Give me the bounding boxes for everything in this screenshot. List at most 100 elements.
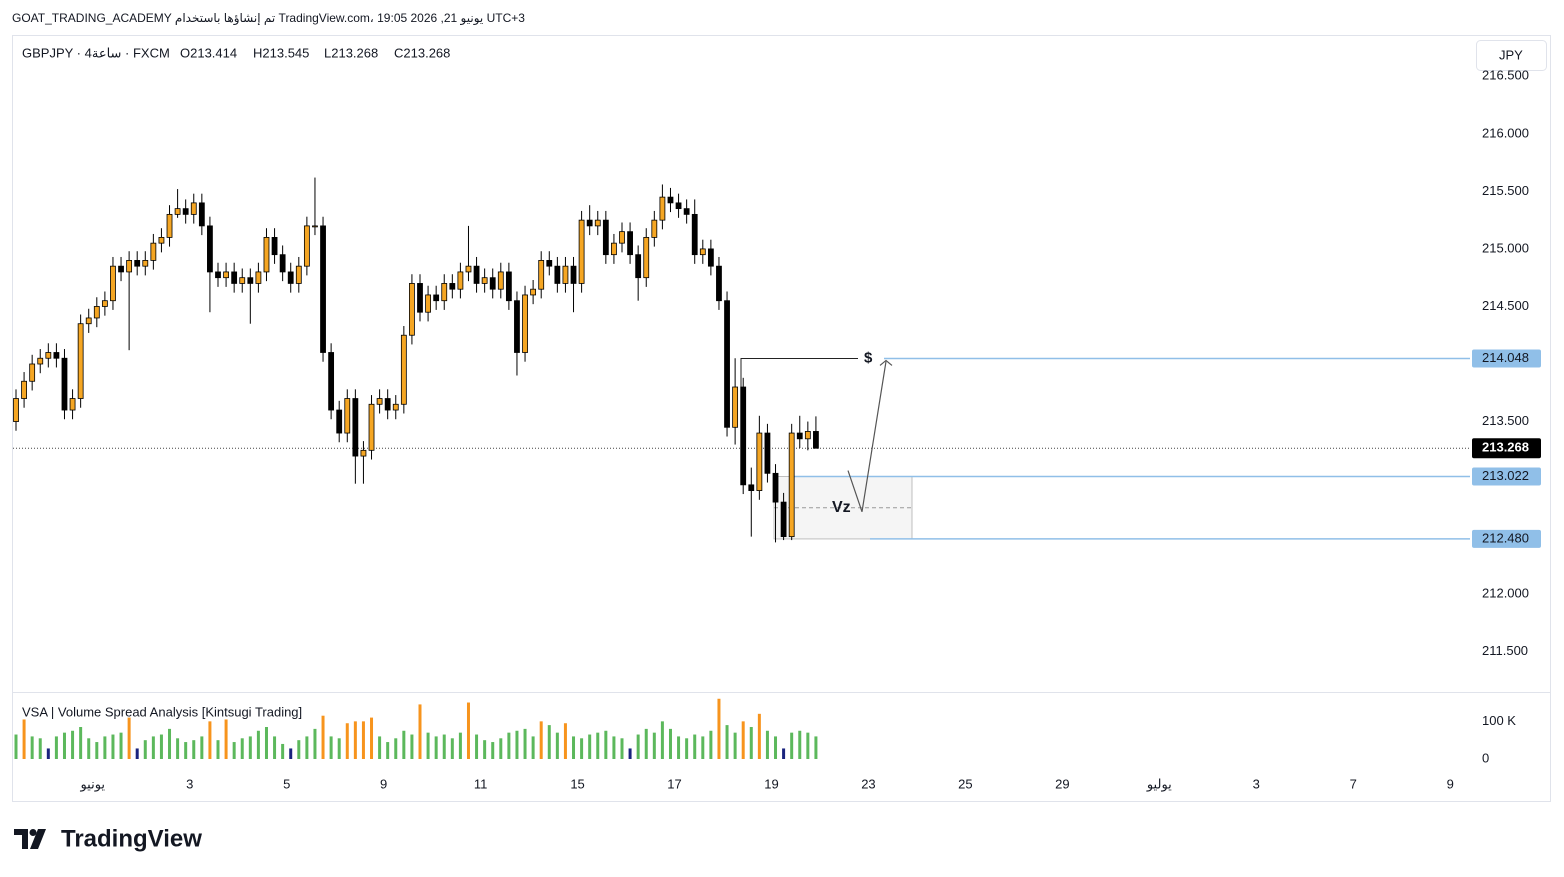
- candle-body: [465, 265, 472, 273]
- volume-bar: [483, 740, 487, 759]
- volume-bar: [361, 721, 365, 759]
- volume-bar: [580, 738, 584, 759]
- currency-button[interactable]: [1476, 40, 1547, 71]
- y-tick-label: 216.500: [1482, 68, 1529, 83]
- ohlc-close: C213.268: [394, 45, 450, 60]
- y-tick-label: 216.000: [1482, 125, 1529, 140]
- volume-tick-label: 0: [1482, 750, 1489, 765]
- candle-body: [190, 202, 197, 215]
- volume-bar: [709, 730, 713, 759]
- candle-body: [748, 484, 755, 491]
- volume-bar: [386, 742, 390, 759]
- candle-body: [643, 237, 650, 279]
- candle-body: [239, 277, 246, 284]
- candle-body: [336, 409, 343, 434]
- volume-bar: [693, 734, 697, 759]
- x-tick-label: 3: [1253, 776, 1260, 791]
- candle-body: [651, 219, 658, 238]
- candle-body: [29, 363, 36, 382]
- candle-body: [255, 271, 262, 284]
- volume-bar: [806, 732, 810, 759]
- volume-bar: [555, 732, 559, 759]
- volume-bar: [216, 740, 220, 759]
- volume-bar: [370, 717, 374, 759]
- candle-body: [433, 294, 440, 302]
- candle-body: [53, 352, 60, 359]
- x-tick-label: 25: [958, 776, 972, 791]
- volume-bar: [224, 719, 228, 759]
- candle-body: [384, 398, 391, 411]
- candle-body: [328, 352, 335, 411]
- candle-body: [37, 357, 44, 365]
- volume-bar: [281, 743, 285, 759]
- candle-body: [69, 398, 76, 411]
- volume-bar: [523, 728, 527, 759]
- volume-bar: [677, 736, 681, 759]
- volume-bar: [491, 742, 495, 759]
- candle-body: [699, 248, 706, 256]
- volume-bar: [127, 717, 131, 759]
- candle-body: [570, 265, 577, 284]
- volume-bar: [515, 730, 519, 759]
- volume-bar: [458, 732, 462, 759]
- candle-body: [392, 403, 399, 411]
- x-tick-label: 9: [380, 776, 387, 791]
- candle-body: [174, 208, 181, 215]
- volume-bar: [814, 736, 818, 759]
- volume-bar: [264, 727, 268, 759]
- volume-bar: [143, 740, 147, 759]
- candle-body: [223, 271, 229, 279]
- volume-bar: [87, 738, 91, 759]
- candle-body: [21, 380, 27, 399]
- volume-bar: [668, 728, 672, 759]
- x-tick-label: 3: [186, 776, 193, 791]
- candle-body: [45, 352, 52, 359]
- level-tag: [1472, 529, 1541, 548]
- candle-body: [683, 208, 690, 215]
- volume-bar: [644, 728, 648, 759]
- volume-bar: [14, 734, 18, 759]
- x-tick-label: 23: [861, 776, 875, 791]
- volume-bar: [192, 740, 196, 759]
- y-tick-label: 213.500: [1482, 413, 1529, 428]
- volume-bar: [725, 725, 729, 759]
- candle-body: [594, 219, 601, 227]
- x-tick-label: 17: [667, 776, 681, 791]
- volume-bar: [652, 732, 656, 759]
- volume-bar: [604, 730, 608, 759]
- candle-body: [756, 432, 763, 491]
- volume-bar: [329, 736, 333, 759]
- level-tag: [1472, 349, 1541, 368]
- candle-body: [675, 202, 682, 210]
- y-tick-label: 212.000: [1482, 586, 1529, 601]
- y-tick-label: 214.500: [1482, 298, 1529, 313]
- candle-body: [514, 300, 520, 353]
- x-tick-label: يوليو: [1146, 776, 1172, 792]
- candle-body: [457, 271, 464, 290]
- candle-body: [134, 260, 141, 267]
- candle-body: [279, 254, 286, 273]
- ohlc-high: H213.545: [253, 45, 309, 60]
- x-tick-label: 29: [1055, 776, 1069, 791]
- volume-bar: [790, 732, 794, 759]
- volume-bar: [95, 742, 99, 759]
- candle-body: [489, 277, 496, 290]
- volume-bar: [103, 736, 107, 759]
- liquidity-line: [740, 357, 858, 388]
- volume-bar: [612, 736, 616, 759]
- volume-bar: [507, 732, 511, 759]
- currency[interactable]: JPY: [1499, 47, 1523, 62]
- volume-bar: [660, 721, 664, 759]
- volume-tick-label: 100 K: [1482, 713, 1516, 728]
- candle-body: [538, 260, 545, 290]
- volume-bar: [685, 738, 689, 759]
- candle-body: [287, 271, 294, 284]
- candle-body: [691, 213, 698, 256]
- volume-bar: [38, 738, 42, 759]
- candle-body: [473, 265, 480, 284]
- candle-body: [619, 231, 625, 244]
- volume-bar: [539, 721, 543, 759]
- level-tag: [1472, 467, 1541, 486]
- volume-bar: [782, 748, 786, 759]
